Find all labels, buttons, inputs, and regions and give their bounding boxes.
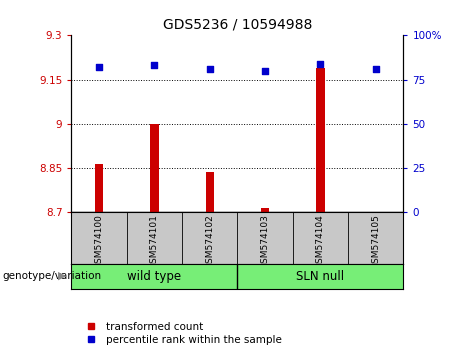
Text: GSM574105: GSM574105 <box>371 214 380 269</box>
Point <box>372 66 379 72</box>
Text: GSM574104: GSM574104 <box>316 214 325 269</box>
Bar <box>95 164 103 212</box>
Bar <box>261 208 269 212</box>
Point <box>261 68 269 74</box>
Point <box>95 64 103 70</box>
Point <box>151 63 158 68</box>
Bar <box>372 211 380 212</box>
Bar <box>206 172 214 212</box>
Text: GSM574100: GSM574100 <box>95 214 104 269</box>
Point <box>317 61 324 67</box>
Legend: transformed count, percentile rank within the sample: transformed count, percentile rank withi… <box>77 317 286 349</box>
Text: genotype/variation: genotype/variation <box>2 271 101 281</box>
Text: GSM574102: GSM574102 <box>205 214 214 269</box>
Text: GSM574101: GSM574101 <box>150 214 159 269</box>
Text: SLN null: SLN null <box>296 270 344 282</box>
Bar <box>150 125 159 212</box>
Bar <box>316 68 325 212</box>
Text: ▶: ▶ <box>58 271 66 281</box>
Text: GSM574103: GSM574103 <box>260 214 270 269</box>
Title: GDS5236 / 10594988: GDS5236 / 10594988 <box>163 17 312 32</box>
Point <box>206 66 213 72</box>
Text: wild type: wild type <box>127 270 182 282</box>
